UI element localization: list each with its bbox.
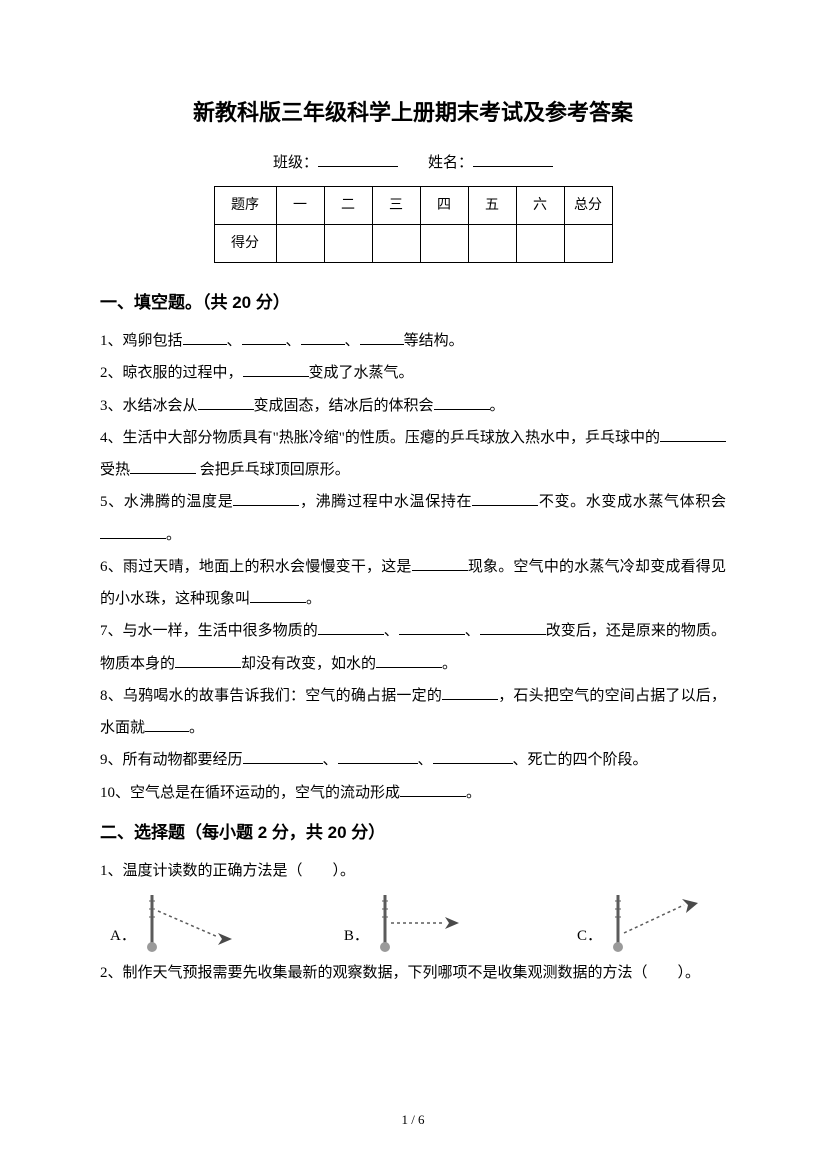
- fill-blank[interactable]: [660, 428, 726, 442]
- fill-blank[interactable]: [400, 783, 466, 797]
- fill-blank[interactable]: [175, 654, 241, 668]
- choice-label: B．: [344, 921, 369, 953]
- table-header-row: 题序 一 二 三 四 五 六 总分: [214, 186, 612, 224]
- score-cell[interactable]: [468, 225, 516, 263]
- thermometer-up-icon: [606, 893, 716, 953]
- fill-blank[interactable]: [480, 621, 546, 635]
- fill-blank[interactable]: [243, 363, 309, 377]
- fill-blank[interactable]: [399, 621, 465, 635]
- s2-question-1: 1、温度计读数的正确方法是（ ）。: [100, 855, 726, 887]
- question-8: 8、乌鸦喝水的故事告诉我们：空气的确占据一定的，石头把空气的空间占据了以后，水面…: [100, 680, 726, 745]
- fill-blank[interactable]: [433, 750, 513, 764]
- choice-c[interactable]: C．: [577, 893, 716, 953]
- name-label: 姓名：: [428, 155, 473, 171]
- question-10: 10、空气总是在循环运动的，空气的流动形成。: [100, 777, 726, 809]
- question-7: 7、与水一样，生活中很多物质的、、改变后，还是原来的物质。物质本身的却没有改变，…: [100, 615, 726, 680]
- question-5: 5、水沸腾的温度是，沸腾过程中水温保持在不变。水变成水蒸气体积会。: [100, 486, 726, 551]
- fill-blank[interactable]: [318, 621, 384, 635]
- fill-blank[interactable]: [183, 331, 227, 345]
- question-2: 2、晾衣服的过程中，变成了水蒸气。: [100, 357, 726, 389]
- fill-blank[interactable]: [233, 492, 299, 506]
- col-header: 一: [276, 186, 324, 224]
- choice-b[interactable]: B．: [344, 893, 483, 953]
- choice-a[interactable]: A．: [110, 893, 250, 953]
- class-blank[interactable]: [318, 153, 398, 167]
- col-header: 五: [468, 186, 516, 224]
- fill-blank[interactable]: [100, 525, 166, 539]
- fill-blank[interactable]: [360, 331, 404, 345]
- meta-row: 班级： 姓名：: [100, 148, 726, 180]
- question-6: 6、雨过天晴，地面上的积水会慢慢变干，这是现象。空气中的水蒸气冷却变成看得见的小…: [100, 551, 726, 616]
- row-label: 得分: [214, 225, 276, 263]
- thermometer-down-icon: [140, 893, 250, 953]
- score-cell[interactable]: [564, 225, 612, 263]
- fill-blank[interactable]: [130, 460, 196, 474]
- name-blank[interactable]: [473, 153, 553, 167]
- question-4: 4、生活中大部分物质具有"热胀冷缩"的性质。压瘪的乒乓球放入热水中，乒乓球中的受…: [100, 422, 726, 487]
- fill-blank[interactable]: [250, 589, 306, 603]
- fill-blank[interactable]: [243, 750, 323, 764]
- question-9: 9、所有动物都要经历、、、死亡的四个阶段。: [100, 744, 726, 776]
- s2-question-2: 2、制作天气预报需要先收集最新的观察数据，下列哪项不是收集观测数据的方法（ ）。: [100, 957, 726, 989]
- fill-blank[interactable]: [376, 654, 442, 668]
- fill-blank[interactable]: [198, 396, 254, 410]
- score-cell[interactable]: [324, 225, 372, 263]
- col-header: 二: [324, 186, 372, 224]
- fill-blank[interactable]: [412, 557, 468, 571]
- thermometer-level-icon: [373, 893, 483, 953]
- col-header: 总分: [564, 186, 612, 224]
- fill-blank[interactable]: [145, 718, 189, 732]
- choice-label: A．: [110, 921, 136, 953]
- section1-header: 一、填空题。（共 20 分）: [100, 285, 726, 321]
- fill-blank[interactable]: [442, 686, 498, 700]
- row-label: 题序: [214, 186, 276, 224]
- score-cell[interactable]: [372, 225, 420, 263]
- col-header: 四: [420, 186, 468, 224]
- fill-blank[interactable]: [472, 492, 538, 506]
- choice-label: C．: [577, 921, 602, 953]
- page-title: 新教科版三年级科学上册期末考试及参考答案: [100, 90, 726, 136]
- page-number: 1 / 6: [0, 1106, 826, 1133]
- question-3: 3、水结冰会从变成固态，结冰后的体积会。: [100, 390, 726, 422]
- col-header: 六: [516, 186, 564, 224]
- question-1: 1、鸡卵包括、、、等结构。: [100, 325, 726, 357]
- fill-blank[interactable]: [434, 396, 490, 410]
- score-cell[interactable]: [420, 225, 468, 263]
- score-table: 题序 一 二 三 四 五 六 总分 得分: [214, 186, 613, 264]
- score-cell[interactable]: [516, 225, 564, 263]
- col-header: 三: [372, 186, 420, 224]
- section2-header: 二、选择题（每小题 2 分，共 20 分）: [100, 815, 726, 851]
- score-cell[interactable]: [276, 225, 324, 263]
- fill-blank[interactable]: [338, 750, 418, 764]
- s2-q1-choices: A． B． C．: [100, 887, 726, 957]
- table-score-row: 得分: [214, 225, 612, 263]
- class-label: 班级：: [273, 155, 318, 171]
- fill-blank[interactable]: [242, 331, 286, 345]
- fill-blank[interactable]: [301, 331, 345, 345]
